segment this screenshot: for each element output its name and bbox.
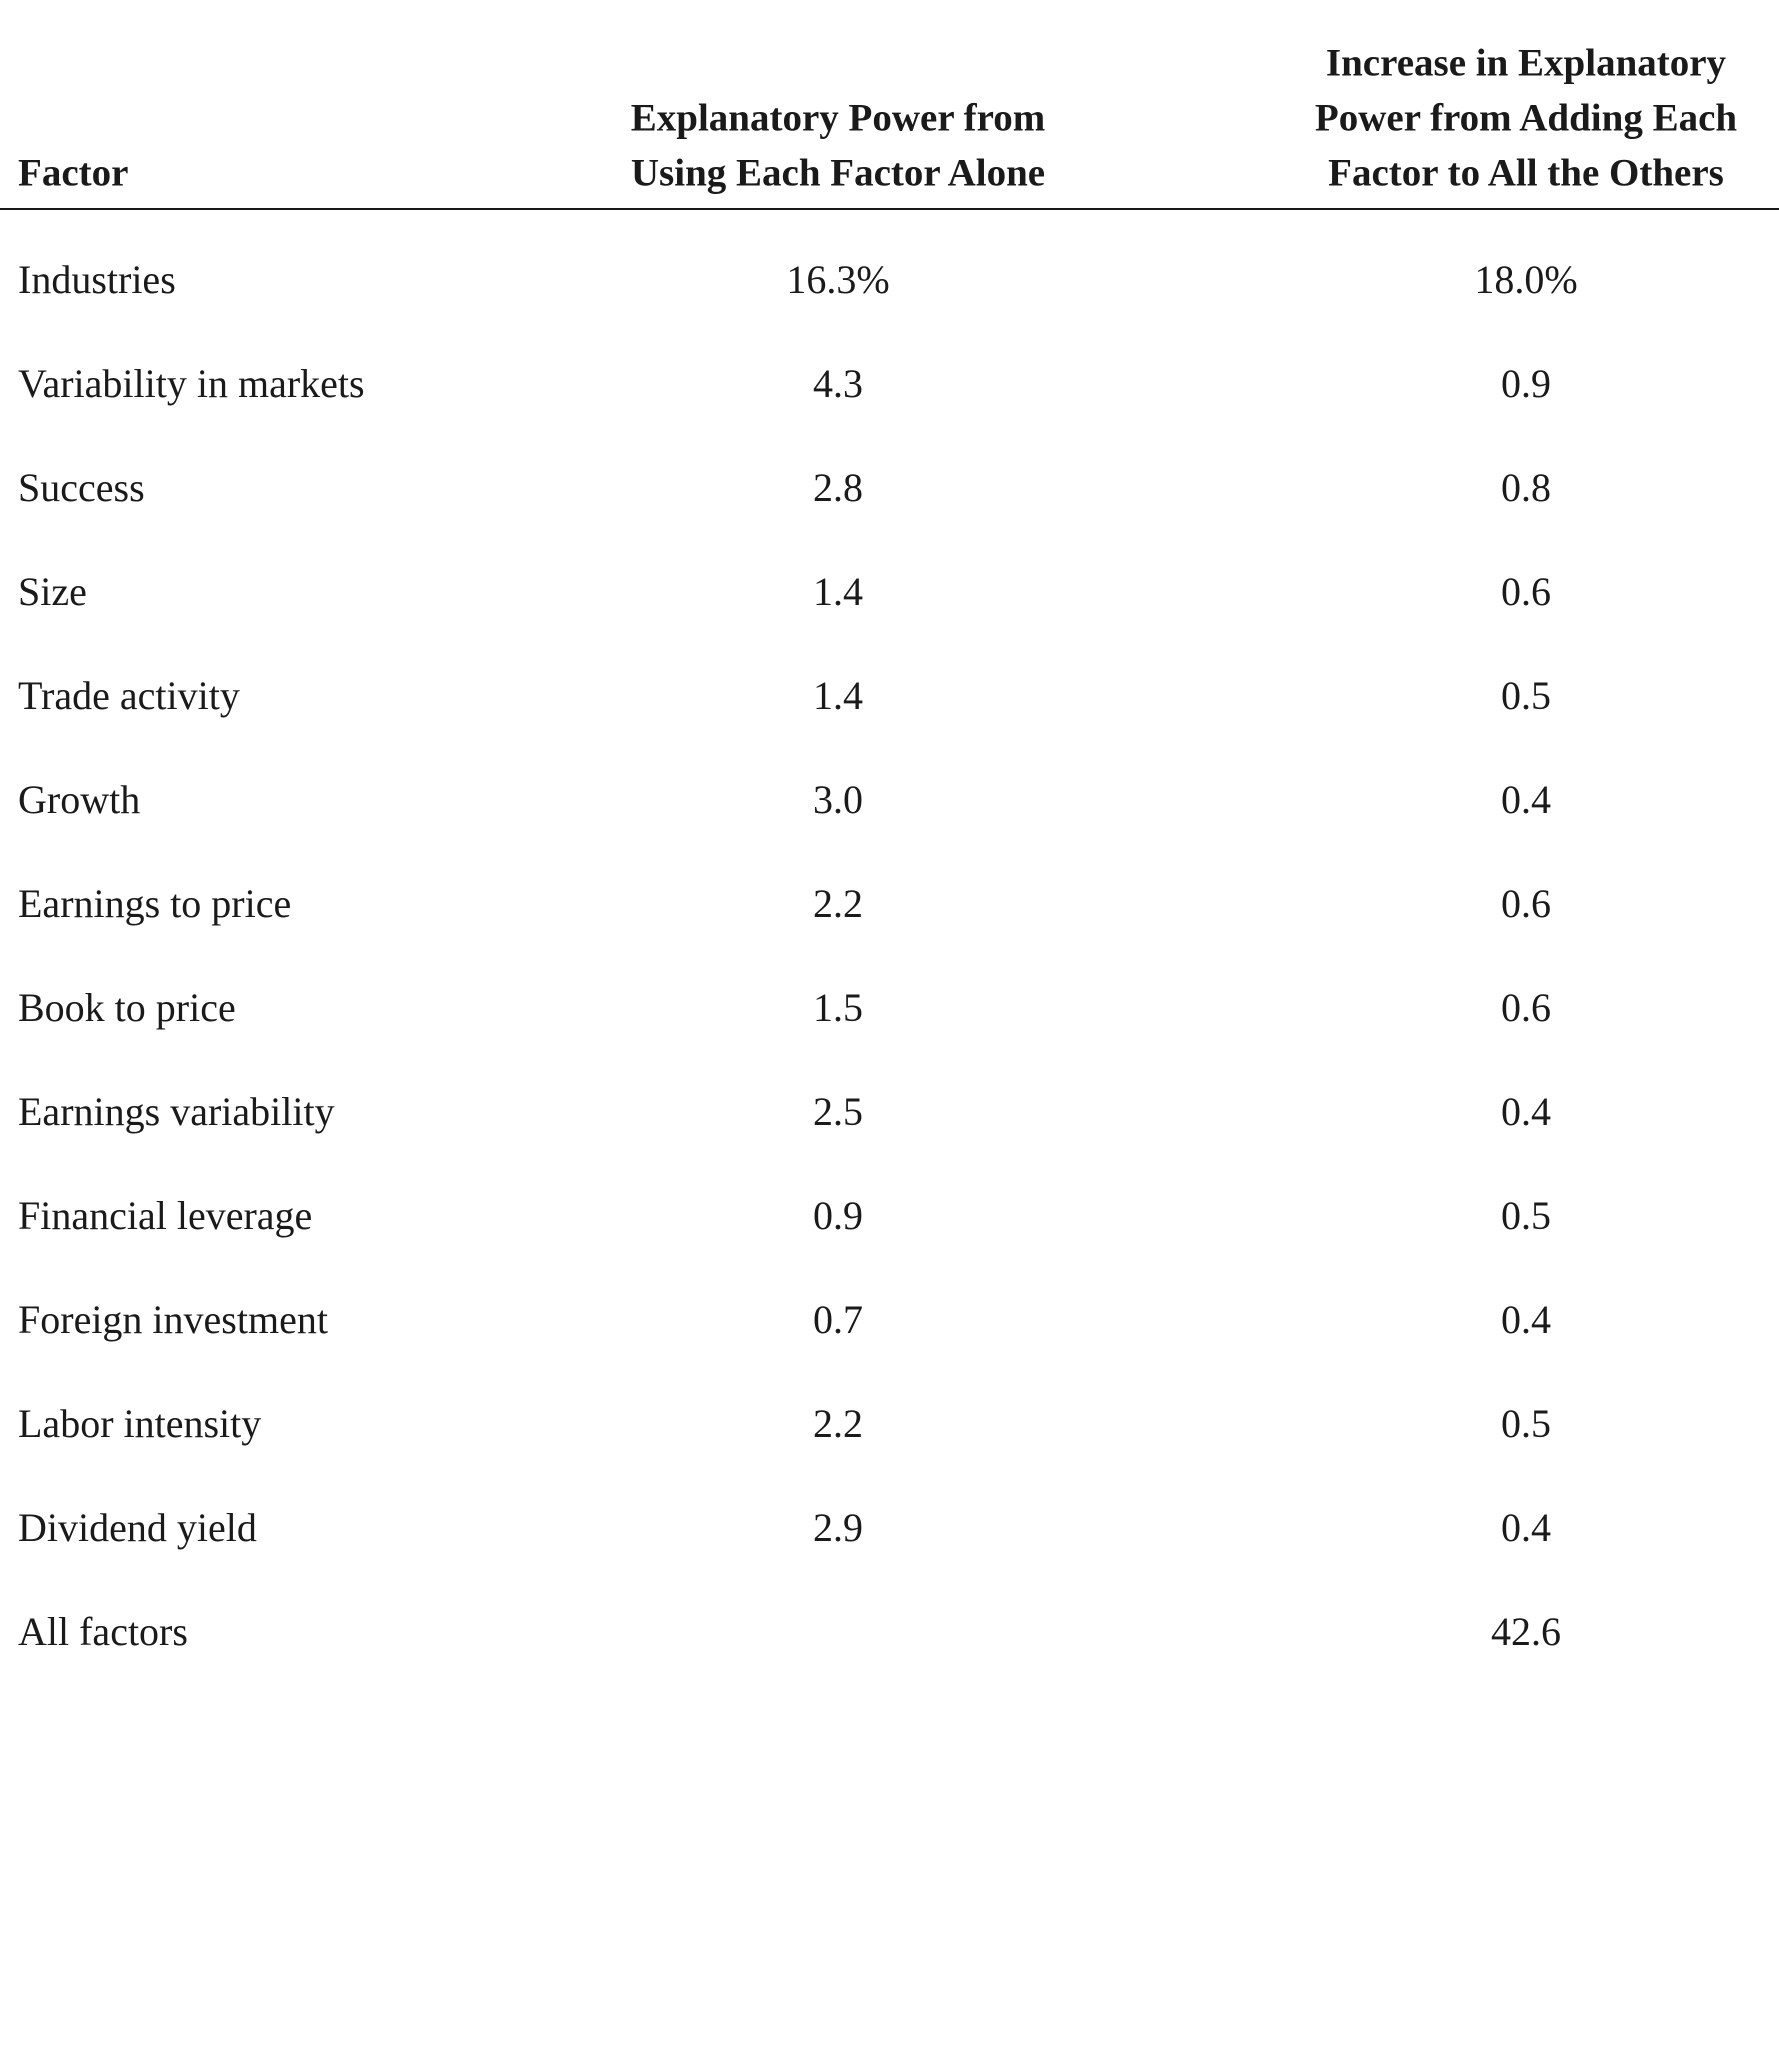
table-cell: 1.5 (813, 985, 863, 1030)
table-cell: 3.0 (813, 777, 863, 822)
table-cell: 4.3 (813, 361, 863, 406)
row-label: Earnings variability (18, 1089, 335, 1134)
row-label: Financial leverage (18, 1193, 313, 1238)
table-cell: 0.6 (1501, 569, 1551, 614)
table-cell: 0.6 (1501, 881, 1551, 926)
row-label: Variability in markets (18, 361, 365, 406)
table-cell: 0.4 (1501, 1505, 1551, 1550)
table-cell: 2.5 (813, 1089, 863, 1134)
table-cell: 0.5 (1501, 673, 1551, 718)
table-cell: 0.5 (1501, 1193, 1551, 1238)
table-cell: 42.6 (1491, 1609, 1561, 1654)
header-cell: Factor to All the Others (1328, 151, 1724, 195)
header-cell: Increase in Explanatory (1325, 41, 1727, 85)
table-cell: 1.4 (813, 673, 863, 718)
table-cell: 0.4 (1501, 1089, 1551, 1134)
table-cell: 0.9 (813, 1193, 863, 1238)
table-cell: 18.0% (1474, 257, 1578, 302)
row-label: Earnings to price (18, 881, 292, 926)
table-cell: 2.8 (813, 465, 863, 510)
table-cell: 0.8 (1501, 465, 1551, 510)
table-cell: 2.2 (813, 881, 863, 926)
row-label: Size (18, 569, 87, 614)
table-cell: 0.7 (813, 1297, 863, 1342)
table-cell: 2.2 (813, 1401, 863, 1446)
header-rule (0, 208, 1779, 210)
row-label: All factors (18, 1609, 188, 1654)
table-cell: 0.9 (1501, 361, 1551, 406)
table-cell: 0.4 (1501, 1297, 1551, 1342)
row-label: Success (18, 465, 145, 510)
row-label: Trade activity (18, 673, 240, 718)
table-cell: 1.4 (813, 569, 863, 614)
table-cell: 0.6 (1501, 985, 1551, 1030)
row-label: Foreign investment (18, 1297, 328, 1342)
table-cell: 0.4 (1501, 777, 1551, 822)
row-label: Book to price (18, 985, 236, 1030)
table-cell: 16.3% (786, 257, 890, 302)
table-cell: 2.9 (813, 1505, 863, 1550)
row-label: Industries (18, 257, 176, 302)
header-cell: Explanatory Power from (630, 96, 1046, 140)
header-cell: Using Each Factor Alone (630, 151, 1046, 195)
row-label: Growth (18, 777, 141, 822)
header-cell: Factor (18, 151, 129, 195)
table-cell: 0.5 (1501, 1401, 1551, 1446)
row-label: Dividend yield (18, 1505, 257, 1550)
row-label: Labor intensity (18, 1401, 262, 1446)
header-cell: Power from Adding Each (1314, 96, 1738, 140)
